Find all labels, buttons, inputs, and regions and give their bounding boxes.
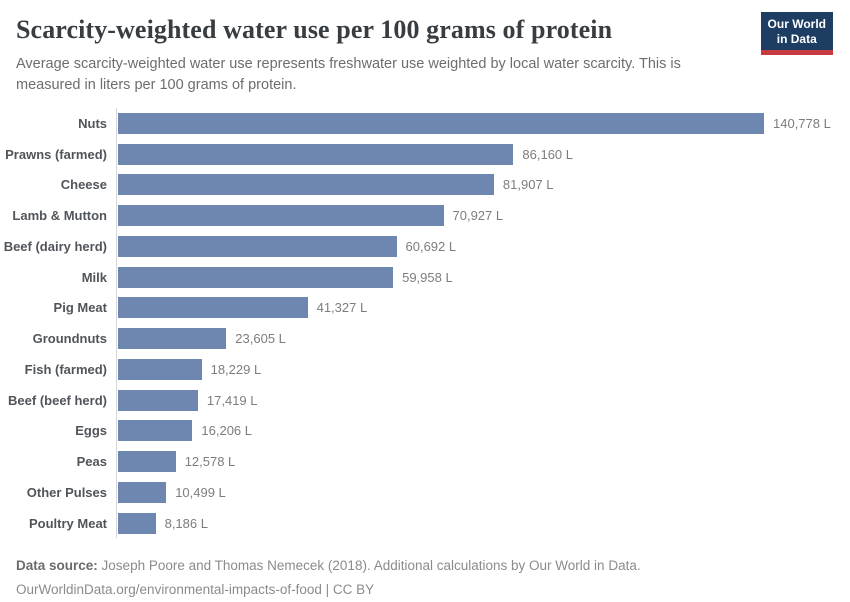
value-label: 8,186 L xyxy=(164,515,208,531)
bar[interactable] xyxy=(118,328,227,350)
bar[interactable] xyxy=(118,174,494,196)
bar-row: Groundnuts 23,605 L xyxy=(16,323,850,354)
category-label: Milk xyxy=(81,269,107,285)
bar-row: Lamb & Mutton 70,927 L xyxy=(12,200,850,231)
bar-zone: 12,578 L xyxy=(116,446,850,477)
value-label: 41,327 L xyxy=(316,300,368,316)
chart-header: Scarcity-weighted water use per 100 gram… xyxy=(0,0,850,97)
value-label: 70,927 L xyxy=(452,208,504,224)
category-label: Peas xyxy=(76,454,107,470)
bar[interactable] xyxy=(118,481,167,503)
bar-rows-container: Nuts 140,778 L Prawns (farmed) 86,160 L Chee… xyxy=(3,107,850,539)
bar[interactable] xyxy=(118,143,514,165)
bar-row: Cheese 81,907 L xyxy=(16,169,850,201)
bar-row: Fish (farmed) 18,229 L xyxy=(16,353,850,385)
category-label: Other Pulses xyxy=(26,484,107,500)
bar-zone: 60,692 L xyxy=(116,230,850,262)
bar-zone: 23,605 L xyxy=(116,323,850,354)
bar-zone: 18,229 L xyxy=(116,353,850,385)
bar-row: Pig Meat 41,327 L xyxy=(16,292,850,324)
data-source-text: Joseph Poore and Thomas Nemecek (2018). … xyxy=(101,558,641,574)
value-label: 59,958 L xyxy=(402,269,453,285)
category-label: Nuts xyxy=(78,115,107,131)
value-label: 140,778 L xyxy=(773,115,831,131)
bar-zone: 16,206 L xyxy=(116,415,850,447)
owid-logo-line2: in Data xyxy=(776,32,817,46)
bar-row: Poultry Meat 8,186 L xyxy=(16,507,850,539)
bar[interactable] xyxy=(118,266,394,288)
bar-zone: 140,778 L xyxy=(116,107,850,139)
bar-row: Beef (beef herd) 17,419 L xyxy=(8,384,850,416)
bar-zone: 41,327 L xyxy=(116,292,850,324)
bar-chart: Nuts 140,778 L Prawns (farmed) 86,160 L Chee… xyxy=(0,107,850,539)
bar-zone: 17,419 L xyxy=(116,384,850,416)
bar[interactable] xyxy=(118,205,444,227)
bar-row: Peas 12,578 L xyxy=(16,446,850,477)
bar-zone: 70,927 L xyxy=(116,200,850,231)
bar-row: Other Pulses 10,499 L xyxy=(16,476,850,508)
footer-license-link[interactable]: OurWorldinData.org/environmental-impacts… xyxy=(16,582,375,598)
data-source-label: Data source: xyxy=(16,558,98,574)
category-label: Fish (farmed) xyxy=(24,361,107,377)
value-label: 12,578 L xyxy=(184,454,236,470)
bar-zone: 10,499 L xyxy=(116,476,850,508)
chart-footer: Data source: Joseph Poore and Thomas Nem… xyxy=(0,538,850,602)
owid-logo-line1: Our World xyxy=(767,17,826,31)
category-label: Beef (dairy herd) xyxy=(3,238,107,254)
bar[interactable] xyxy=(118,512,156,534)
value-label: 60,692 L xyxy=(405,238,457,254)
owid-logo[interactable]: Our World in Data xyxy=(760,12,833,55)
value-label: 10,499 L xyxy=(175,484,226,500)
category-label: Poultry Meat xyxy=(28,515,107,531)
value-label: 16,206 L xyxy=(201,423,252,439)
data-source-line: Data source: Joseph Poore and Thomas Nem… xyxy=(16,554,833,578)
category-label: Lamb & Mutton xyxy=(12,208,107,224)
bar-row: Eggs 16,206 L xyxy=(16,415,850,447)
bar-row: Milk 59,958 L xyxy=(16,261,850,293)
bar[interactable] xyxy=(118,420,193,442)
value-label: 17,419 L xyxy=(206,392,258,408)
bar-row: Prawns (farmed) 86,160 L xyxy=(5,138,850,170)
category-label: Pig Meat xyxy=(53,300,107,316)
value-label: 18,229 L xyxy=(210,361,262,377)
category-label: Cheese xyxy=(60,177,107,193)
bar[interactable] xyxy=(118,389,198,411)
category-label: Beef (beef herd) xyxy=(8,392,107,408)
page-title: Scarcity-weighted water use per 100 gram… xyxy=(16,15,613,44)
category-label: Groundnuts xyxy=(32,331,107,347)
bar-row: Beef (dairy herd) 60,692 L xyxy=(3,230,850,262)
bar[interactable] xyxy=(118,297,308,319)
bar[interactable] xyxy=(118,358,202,380)
bar-zone: 81,907 L xyxy=(116,169,850,201)
bar[interactable] xyxy=(118,235,397,257)
chart-subtitle: Average scarcity-weighted water use repr… xyxy=(16,56,681,94)
bar-zone: 59,958 L xyxy=(116,261,850,293)
value-label: 23,605 L xyxy=(235,331,286,347)
bar[interactable] xyxy=(118,112,764,134)
value-label: 86,160 L xyxy=(522,146,573,162)
bar-zone: 86,160 L xyxy=(116,138,850,170)
category-label: Eggs xyxy=(75,423,107,439)
category-label: Prawns (farmed) xyxy=(5,146,107,162)
bar-zone: 8,186 L xyxy=(116,507,850,539)
bar-row: Nuts 140,778 L xyxy=(16,107,850,139)
bar[interactable] xyxy=(118,451,176,473)
value-label: 81,907 L xyxy=(502,177,554,193)
